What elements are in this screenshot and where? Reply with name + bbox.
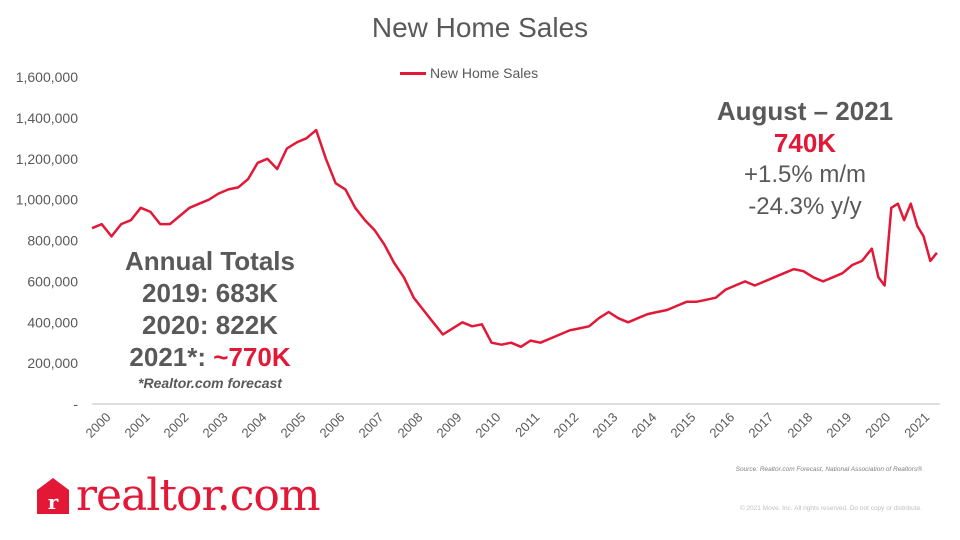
annual-2019: 2019: 683K xyxy=(142,278,278,308)
x-tick-label: 2012 xyxy=(550,410,581,441)
y-tick-label: 1,200,000 xyxy=(16,151,78,167)
chart-title: New Home Sales xyxy=(371,12,589,43)
callout-mm: +1.5% m/m xyxy=(743,161,867,188)
x-tick-label: 2001 xyxy=(122,410,153,441)
x-tick-label: 2011 xyxy=(512,410,542,440)
x-tick-label: 2009 xyxy=(433,410,464,441)
source-note: Source: Realtor.com Forecast, National A… xyxy=(735,466,922,473)
series-line-new-home-sales xyxy=(91,128,938,349)
callout-heading: August – 2021 xyxy=(716,96,894,126)
x-tick-label: 2000 xyxy=(83,410,114,441)
y-tick-label: - xyxy=(73,396,78,412)
x-tick-label: 2018 xyxy=(784,410,815,441)
x-tick-label: 2016 xyxy=(706,410,737,441)
x-tick-label: 2017 xyxy=(745,410,776,441)
august-callout: August – 2021 740K +1.5% m/m -24.3% y/y xyxy=(700,95,910,223)
logo-wordmark: realtor.com xyxy=(76,470,321,521)
x-tick-label: 2015 xyxy=(667,410,698,441)
x-tick-label: 2010 xyxy=(472,410,503,441)
x-tick-label: 2002 xyxy=(161,410,192,441)
annual-2021: 2021*: ~770K xyxy=(100,341,320,373)
copyright-note: © 2021 Move, Inc. All rights reserved. D… xyxy=(739,505,922,512)
y-tick-label: 200,000 xyxy=(27,355,78,371)
realtor-logo: r realtor.com xyxy=(36,470,321,521)
callout-yy: -24.3% y/y xyxy=(748,193,862,220)
x-tick-label: 2021 xyxy=(901,410,932,441)
chart-legend: New Home Sales xyxy=(400,65,538,81)
realtor-r-logo-icon: r xyxy=(37,477,69,514)
y-tick-label: 1,400,000 xyxy=(16,110,78,126)
annual-2020: 2020: 822K xyxy=(142,310,278,340)
annual-heading: Annual Totals xyxy=(125,246,295,276)
annual-2021-label: 2021*: xyxy=(129,342,214,372)
legend-swatch xyxy=(400,71,426,75)
x-tick-label: 2014 xyxy=(628,410,659,441)
y-tick-label: 400,000 xyxy=(27,314,78,330)
legend-label: New Home Sales xyxy=(430,65,539,81)
annual-footnote: *Realtor.com forecast xyxy=(138,375,282,391)
x-tick-label: 2004 xyxy=(239,410,270,441)
y-tick-label: 1,000,000 xyxy=(16,192,78,208)
annual-totals: Annual Totals 2019: 683K 2020: 822K 2021… xyxy=(100,245,320,393)
x-tick-label: 2005 xyxy=(278,410,309,441)
y-tick-label: 600,000 xyxy=(27,273,78,289)
svg-text:r: r xyxy=(48,490,59,514)
x-tick-label: 2008 xyxy=(394,410,425,441)
x-tick-label: 2020 xyxy=(862,410,893,441)
y-tick-label: 1,600,000 xyxy=(16,69,78,85)
annual-2021-value: ~770K xyxy=(213,342,291,372)
x-tick-label: 2006 xyxy=(316,410,347,441)
x-tick-label: 2019 xyxy=(823,410,854,441)
x-tick-label: 2007 xyxy=(355,410,386,441)
x-tick-label: 2003 xyxy=(200,410,231,441)
y-tick-label: 800,000 xyxy=(27,233,78,249)
x-tick-label: 2013 xyxy=(589,410,620,441)
callout-value: 740K xyxy=(773,128,837,158)
